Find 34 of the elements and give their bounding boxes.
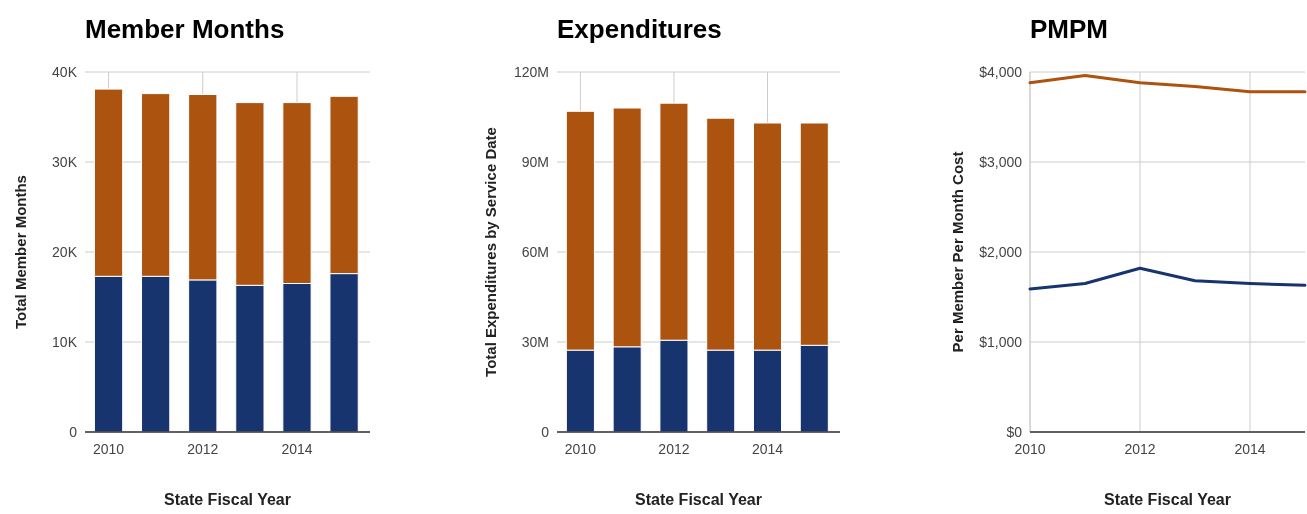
- line-series: [1028, 266, 1307, 291]
- x-tick-label: 2012: [187, 441, 219, 457]
- y-tick-label: 40K: [52, 63, 78, 80]
- chart-title: PMPM: [1030, 14, 1108, 44]
- x-axis-title: State Fiscal Year: [635, 491, 762, 508]
- x-tick-label: 2012: [658, 441, 690, 457]
- y-tick-label: 30K: [52, 153, 78, 170]
- y-tick-label: $3,000: [979, 153, 1023, 170]
- x-tick-label: 2010: [92, 441, 125, 457]
- y-tick-label: $4,000: [979, 63, 1023, 80]
- x-axis-title: State Fiscal Year: [1104, 491, 1231, 508]
- y-tick-label: $0: [1006, 423, 1023, 440]
- y-axis-title: Per Member Per Month Cost: [949, 151, 966, 353]
- x-tick-label: 2014: [751, 441, 784, 457]
- y-tick-label: $2,000: [979, 243, 1023, 260]
- y-tick-label: 90M: [521, 153, 549, 170]
- x-tick-label: 2014: [281, 441, 313, 457]
- x-tick-label: 2010: [1014, 441, 1046, 457]
- y-tick-label: 0: [541, 423, 550, 440]
- y-tick-label: 0: [69, 423, 78, 440]
- chart-title: Expenditures: [557, 14, 722, 44]
- x-tick-label: 2010: [564, 441, 597, 457]
- y-axis-title: Total Member Months: [12, 175, 29, 329]
- y-tick-label: 60M: [521, 243, 549, 260]
- x-tick-label: 2014: [1234, 441, 1266, 457]
- y-tick-label: 10K: [52, 333, 78, 350]
- y-tick-label: 120M: [513, 63, 549, 80]
- x-tick-label: 2012: [1124, 441, 1156, 457]
- y-tick-label: 20K: [52, 243, 78, 260]
- x-axis-title: State Fiscal Year: [164, 491, 291, 508]
- y-axis-title: Total Expenditures by Service Date: [482, 127, 499, 377]
- y-tick-label: $1,000: [979, 333, 1023, 350]
- y-tick-label: 30M: [521, 333, 549, 350]
- chart-title: Member Months: [85, 14, 285, 44]
